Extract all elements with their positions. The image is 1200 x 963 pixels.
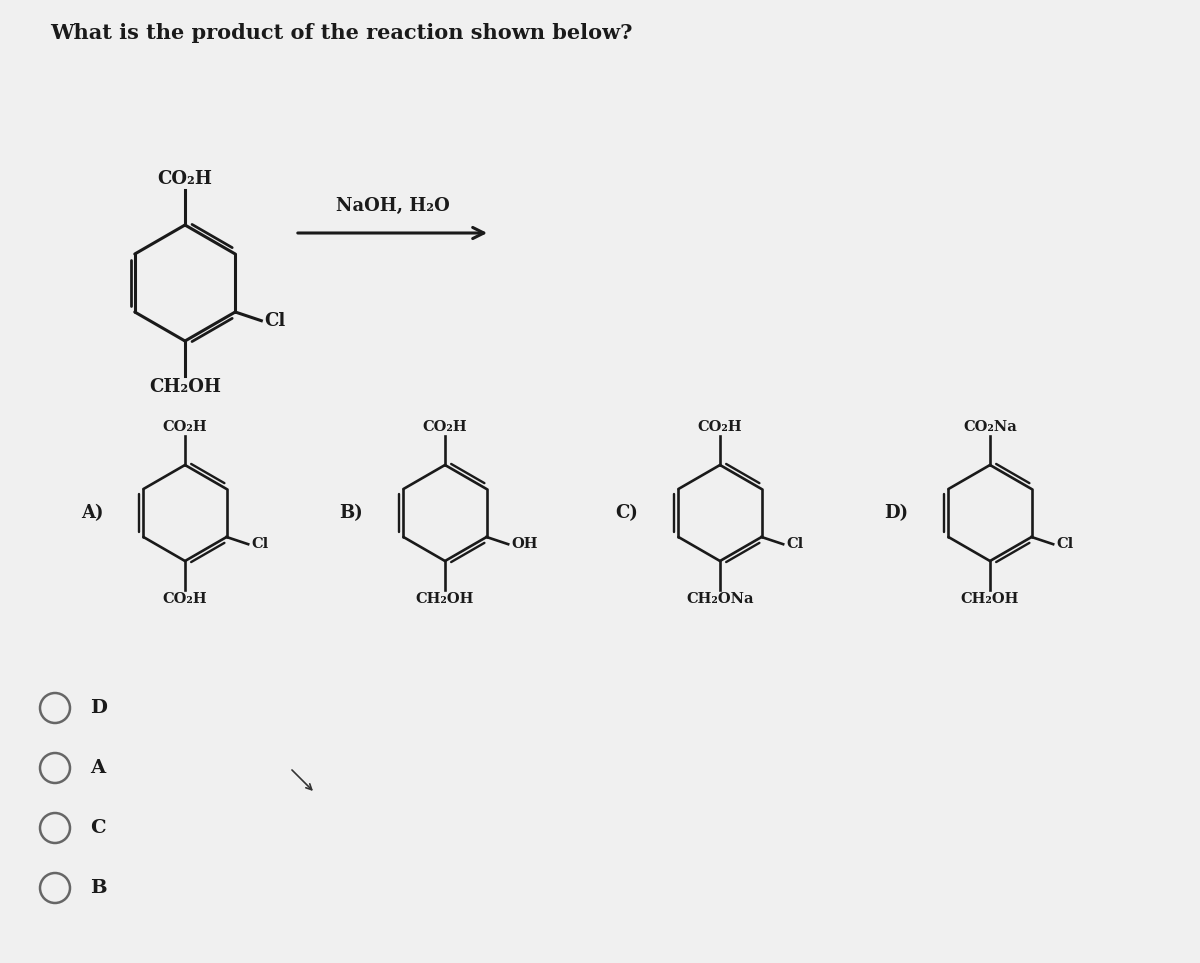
Text: CO₂H: CO₂H <box>422 420 467 434</box>
Text: D): D) <box>884 504 908 522</box>
Text: OH: OH <box>511 537 538 551</box>
Text: CO₂H: CO₂H <box>157 170 212 188</box>
Text: CO₂Na: CO₂Na <box>964 420 1016 434</box>
Text: CH₂OH: CH₂OH <box>149 377 221 396</box>
Text: CH₂ONa: CH₂ONa <box>686 592 754 606</box>
Text: NaOH, H₂O: NaOH, H₂O <box>336 197 449 215</box>
Text: D: D <box>90 699 107 717</box>
Text: CO₂H: CO₂H <box>697 420 743 434</box>
Text: Cl: Cl <box>786 537 804 551</box>
Text: CO₂H: CO₂H <box>163 592 208 606</box>
Text: What is the product of the reaction shown below?: What is the product of the reaction show… <box>50 23 632 43</box>
Text: A): A) <box>80 504 103 522</box>
Text: B): B) <box>340 504 364 522</box>
Text: Cl: Cl <box>264 312 286 329</box>
Text: CO₂H: CO₂H <box>163 420 208 434</box>
Text: A: A <box>90 759 106 777</box>
Text: CH₂OH: CH₂OH <box>416 592 474 606</box>
Text: C): C) <box>616 504 638 522</box>
Text: C: C <box>90 819 106 837</box>
Text: CH₂OH: CH₂OH <box>961 592 1019 606</box>
Text: Cl: Cl <box>251 537 269 551</box>
Text: Cl: Cl <box>1056 537 1074 551</box>
Text: B: B <box>90 879 107 897</box>
